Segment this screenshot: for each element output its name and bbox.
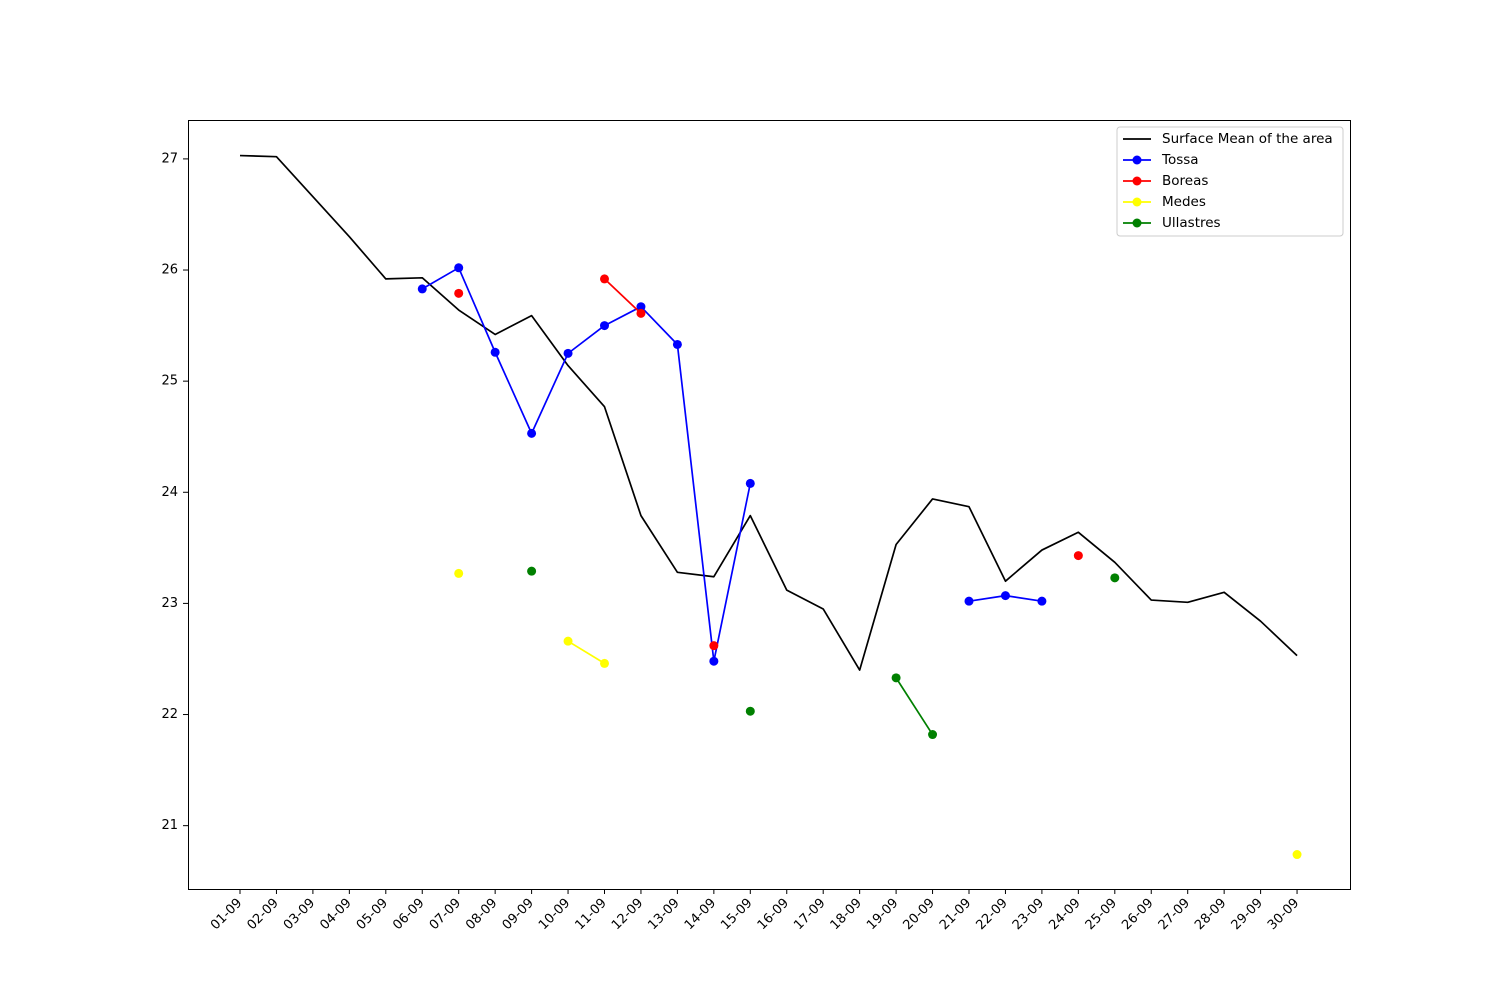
data-point: [928, 730, 938, 740]
x-tick-label: 13-09: [645, 896, 682, 933]
legend-item: Tossa: [1123, 152, 1199, 168]
data-point: [527, 566, 537, 576]
x-tick-label: 18-09: [828, 896, 865, 933]
x-tick-label: 22-09: [973, 896, 1010, 933]
legend-label: Surface Mean of the area: [1162, 131, 1333, 147]
series-surface-mean-of-the-area: [239, 154, 1298, 671]
legend-label: Boreas: [1162, 173, 1208, 189]
x-tick-label: 11-09: [572, 896, 609, 933]
legend: Surface Mean of the area Tossa Boreas Medes…: [1116, 126, 1344, 237]
series-line: [895, 677, 934, 735]
series-line: [239, 154, 1298, 671]
x-tick-label: 15-09: [718, 896, 755, 933]
data-point: [709, 656, 719, 666]
data-point: [1037, 596, 1047, 606]
y-tick-label: 24: [161, 485, 178, 500]
data-point: [1292, 850, 1302, 860]
legend-label: Medes: [1162, 194, 1206, 210]
x-tick-label: 17-09: [791, 896, 828, 933]
y-tick-label: 25: [161, 374, 178, 389]
x-tick-label: 21-09: [937, 896, 974, 933]
x-tick-label: 25-09: [1083, 896, 1120, 933]
data-point: [709, 641, 719, 651]
legend-label: Ullastres: [1162, 215, 1221, 231]
legend-marker: [1132, 155, 1142, 165]
x-tick-label: 09-09: [500, 896, 537, 933]
legend-marker: [1132, 197, 1142, 207]
data-point: [600, 658, 609, 668]
legend-label: Tossa: [1161, 152, 1199, 168]
x-tick-label: 19-09: [864, 896, 901, 933]
data-point: [417, 284, 427, 294]
data-point: [527, 428, 537, 438]
data-point: [891, 673, 901, 683]
legend-item: Medes: [1123, 194, 1206, 210]
data-point: [600, 321, 609, 331]
x-tick-label: 06-09: [390, 896, 427, 933]
x-tick-label: 02-09: [244, 896, 281, 933]
data-point: [563, 636, 573, 646]
data-point: [964, 596, 974, 606]
x-tick-label: 28-09: [1192, 896, 1229, 933]
series-ullastres: [527, 566, 1120, 740]
data-point: [490, 347, 500, 357]
x-tick-label: 07-09: [427, 896, 464, 933]
x-tick-label: 26-09: [1119, 896, 1156, 933]
series-tossa: [417, 263, 1047, 666]
legend-box: [1116, 126, 1344, 237]
series-line: [421, 266, 752, 663]
series-boreas: [454, 274, 1083, 651]
legend-item: Boreas: [1123, 173, 1208, 189]
data-point: [454, 568, 464, 578]
series-line: [603, 278, 642, 314]
x-tick-label: 23-09: [1010, 896, 1047, 933]
data-point: [1110, 573, 1120, 583]
x-tick-label: 08-09: [463, 896, 500, 933]
data-point: [745, 706, 755, 716]
x-tick-label: 29-09: [1229, 896, 1266, 933]
plot-area: [188, 120, 1351, 890]
data-point: [636, 308, 646, 318]
x-tick-label: 30-09: [1265, 896, 1302, 933]
data-point: [600, 274, 609, 284]
x-tick-label: 27-09: [1156, 896, 1193, 933]
data-point: [1073, 551, 1083, 561]
series-line: [567, 640, 605, 665]
x-tick-label: 24-09: [1046, 896, 1083, 933]
series-layer: [239, 154, 1302, 860]
data-point: [636, 302, 646, 312]
legend-item: Surface Mean of the area: [1123, 131, 1333, 147]
x-tick-label: 16-09: [755, 896, 792, 933]
data-point: [563, 348, 573, 358]
y-tick-label: 26: [161, 263, 178, 278]
x-tick-label: 05-09: [354, 896, 391, 933]
legend-marker: [1132, 176, 1142, 186]
legend-marker: [1132, 218, 1142, 228]
x-tick-label: 03-09: [281, 896, 318, 933]
legend-item: Ullastres: [1123, 215, 1221, 231]
y-axis: 21 22 23 24 25 26 27: [161, 151, 188, 833]
x-axis: 01-09 02-09 03-09 04-09 05-09 06-09 07-09 08-09…: [208, 889, 1302, 933]
data-point: [1000, 591, 1010, 601]
x-tick-label: 10-09: [536, 896, 573, 933]
y-tick-label: 22: [161, 707, 178, 722]
data-point: [745, 478, 755, 488]
data-point: [672, 339, 682, 349]
y-tick-label: 23: [161, 596, 178, 611]
series-medes: [454, 568, 1302, 860]
y-tick-label: 21: [161, 818, 178, 833]
y-tick-label: 27: [161, 151, 178, 166]
x-tick-label: 12-09: [609, 896, 646, 933]
x-tick-label: 14-09: [682, 896, 719, 933]
x-tick-label: 04-09: [317, 896, 354, 933]
x-tick-label: 01-09: [208, 896, 245, 933]
data-point: [454, 263, 464, 273]
x-tick-label: 20-09: [901, 896, 938, 933]
data-point: [454, 288, 464, 298]
